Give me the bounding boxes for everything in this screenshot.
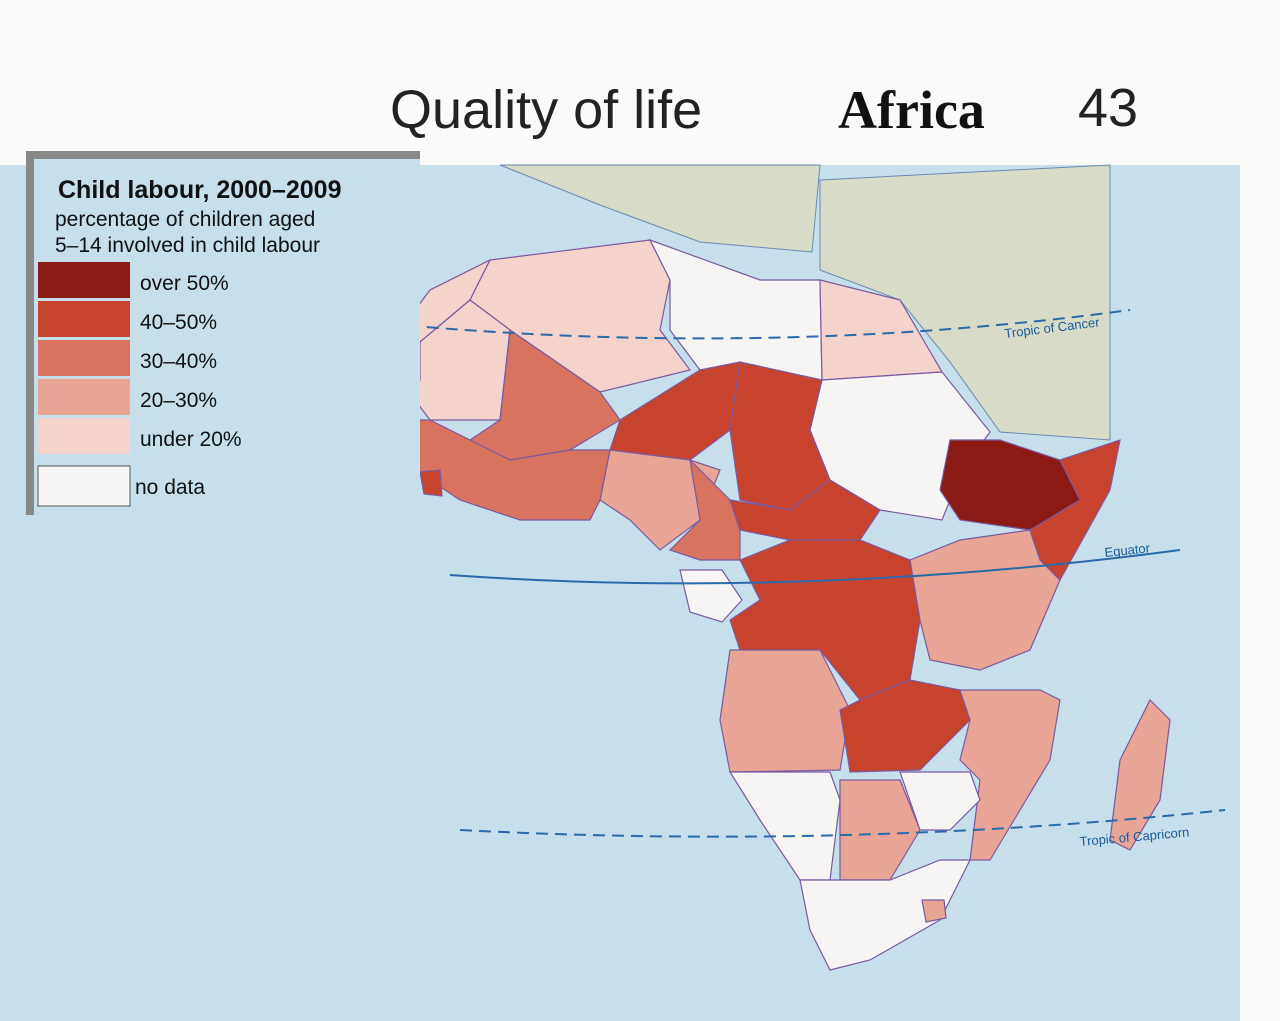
middle-east: [819, 164, 1111, 441]
country: [599, 449, 721, 551]
legend-label: no data: [135, 476, 205, 499]
legend-items: over 50% 40–50% 30–40% 20–30% under 20% no da…: [37, 262, 242, 507]
legend-label: 40–50%: [140, 311, 217, 334]
legend-subtitle: 5–14 involved in child labour: [55, 234, 320, 257]
country: [419, 469, 443, 497]
country: [1109, 698, 1171, 851]
country: [921, 899, 947, 923]
legend-subtitle: percentage of children aged: [55, 208, 315, 231]
country: [1029, 439, 1121, 581]
country: [909, 529, 1061, 671]
country: [668, 458, 741, 561]
legend-swatch: [38, 262, 130, 298]
country: [899, 771, 981, 831]
tropic-of-capricorn-line: [459, 809, 1226, 838]
page-number: 43: [1078, 78, 1138, 138]
country: [729, 479, 881, 541]
legend-label: over 50%: [140, 272, 229, 295]
country: [839, 779, 921, 881]
country: [399, 419, 611, 521]
region-title: Africa: [838, 80, 985, 140]
equator-label: Equator: [1104, 540, 1152, 560]
country: [959, 689, 1061, 861]
legend-swatch: [38, 340, 130, 376]
legend-swatch: [38, 301, 130, 337]
tropic-of-cancer-line: [369, 309, 1131, 340]
legend-border: [26, 151, 420, 515]
legend-label: under 20%: [140, 428, 242, 451]
section-title: Quality of life: [390, 80, 702, 140]
europe: [499, 164, 821, 253]
legend-swatch: [37, 465, 131, 507]
legend-label: 30–40%: [140, 350, 217, 373]
legend-swatch: [38, 379, 130, 415]
country: [799, 859, 971, 971]
legend-title: Child labour, 2000–2009: [58, 176, 341, 204]
legend-swatch: [38, 418, 130, 454]
land-layer: [499, 164, 1111, 441]
countries: [387, 238, 1171, 971]
legend-label: 20–30%: [140, 389, 217, 412]
equator-line: [449, 549, 1181, 585]
country: [719, 649, 851, 773]
